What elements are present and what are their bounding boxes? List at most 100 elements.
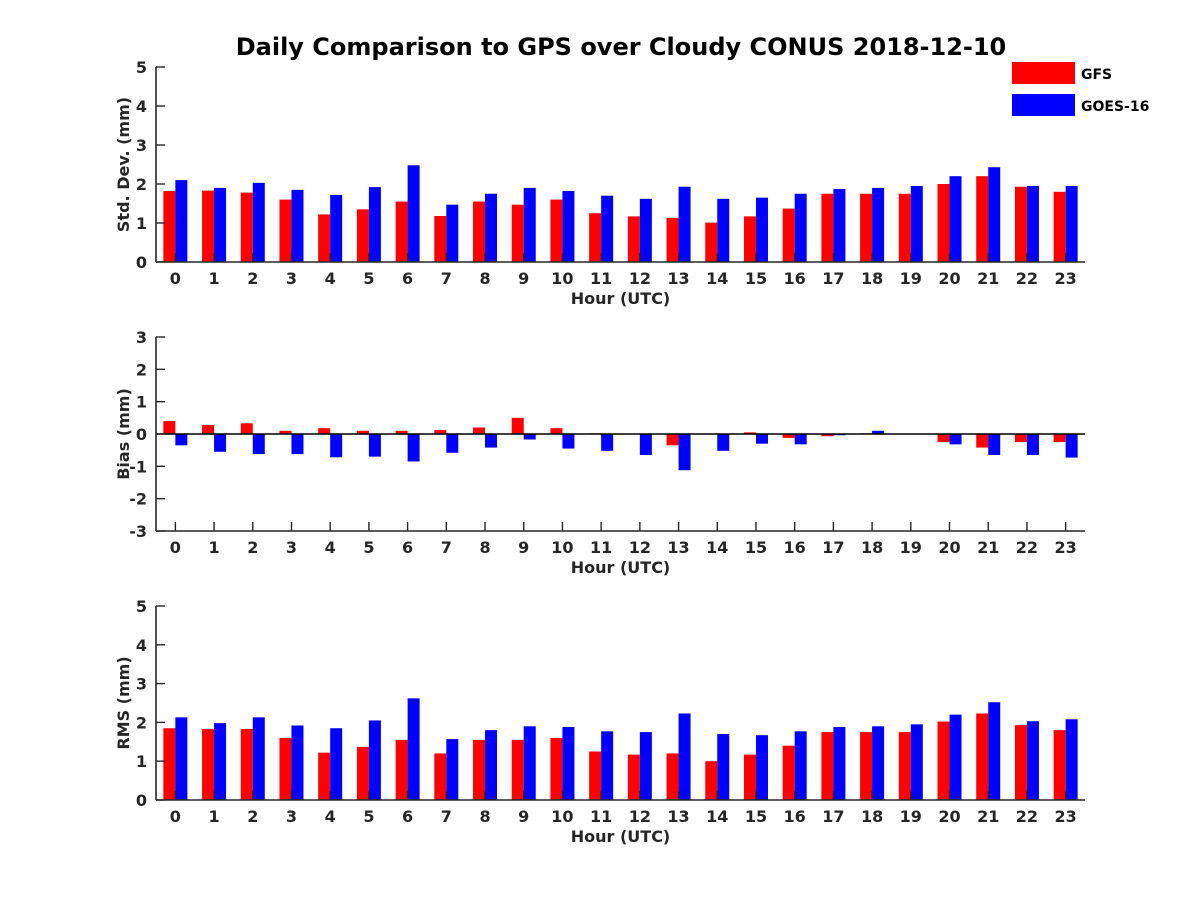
bar-goes-16-hour-22 — [1026, 185, 1039, 262]
x-tick-label: 15 — [745, 269, 767, 288]
bar-gfs-hour-8 — [473, 427, 486, 434]
bar-gfs-hour-5 — [356, 430, 369, 434]
bar-gfs-hour-14 — [705, 761, 718, 800]
x-tick-label: 7 — [441, 538, 452, 557]
x-tick-label: 12 — [629, 538, 651, 557]
bar-goes-16-hour-5 — [368, 187, 381, 262]
bar-gfs-hour-18 — [860, 732, 873, 800]
bar-goes-16-hour-15 — [755, 197, 768, 262]
x-tick-label: 23 — [1055, 269, 1077, 288]
x-tick-label: 11 — [590, 807, 612, 826]
y-tick-label: -3 — [129, 522, 147, 541]
series-gfs — [163, 176, 1066, 262]
bar-goes-16-hour-18 — [872, 430, 885, 434]
bar-goes-16-hour-23 — [1065, 185, 1078, 262]
bar-gfs-hour-15 — [743, 432, 756, 434]
bar-goes-16-hour-12 — [639, 732, 652, 800]
bar-gfs-hour-4 — [318, 752, 331, 800]
y-tick-label: 0 — [136, 791, 147, 810]
series-gfs — [163, 713, 1066, 800]
x-tick-label: 9 — [518, 538, 529, 557]
bar-goes-16-hour-10 — [562, 434, 575, 449]
bar-goes-16-hour-3 — [291, 725, 304, 800]
bar-gfs-hour-3 — [279, 430, 292, 434]
x-tick-label: 6 — [402, 807, 413, 826]
y-tick-label: 2 — [136, 360, 147, 379]
x-tick-label: 17 — [822, 269, 844, 288]
x-tick-label: 3 — [286, 538, 297, 557]
bar-gfs-hour-7 — [434, 215, 447, 262]
x-tick-label: 12 — [629, 269, 651, 288]
bar-gfs-hour-16 — [782, 434, 795, 438]
bar-goes-16-hour-8 — [485, 434, 498, 448]
y-tick-label: -2 — [129, 490, 147, 509]
bar-gfs-hour-22 — [1014, 434, 1027, 443]
bar-gfs-hour-17 — [821, 193, 834, 262]
bar-goes-16-hour-5 — [368, 720, 381, 800]
legend-swatch-goes-16 — [1012, 94, 1075, 116]
bar-gfs-hour-21 — [976, 176, 989, 262]
bar-gfs-hour-0 — [163, 191, 176, 262]
bar-goes-16-hour-2 — [252, 434, 265, 455]
bar-gfs-hour-20 — [937, 184, 950, 262]
x-axis-label: Hour (UTC) — [571, 558, 671, 577]
bar-gfs-hour-23 — [1053, 434, 1066, 443]
bar-gfs-hour-4 — [318, 428, 331, 434]
x-tick-label: 13 — [667, 807, 689, 826]
x-tick-label: 12 — [629, 807, 651, 826]
bar-gfs-hour-12 — [627, 754, 640, 800]
y-tick-label: 0 — [136, 425, 147, 444]
x-tick-label: 20 — [938, 538, 960, 557]
bar-goes-16-hour-2 — [252, 717, 265, 800]
bar-gfs-hour-10 — [550, 737, 563, 800]
bar-goes-16-hour-15 — [755, 735, 768, 800]
x-tick-label: 18 — [861, 269, 883, 288]
x-tick-label: 15 — [745, 538, 767, 557]
bar-gfs-hour-13 — [666, 753, 679, 800]
x-tick-label: 11 — [590, 269, 612, 288]
x-tick-label: 16 — [784, 538, 806, 557]
y-axis-label: Std. Dev. (mm) — [114, 97, 133, 232]
bar-gfs-hour-2 — [240, 728, 253, 800]
bar-goes-16-hour-9 — [523, 726, 536, 800]
bar-gfs-hour-2 — [240, 192, 253, 262]
x-tick-label: 22 — [1016, 538, 1038, 557]
bar-gfs-hour-11 — [589, 751, 602, 800]
bar-gfs-hour-19 — [898, 193, 911, 262]
x-tick-label: 17 — [822, 807, 844, 826]
series-gfs — [163, 417, 1066, 448]
bar-goes-16-hour-21 — [988, 434, 1001, 456]
bar-gfs-hour-15 — [743, 754, 756, 800]
bar-goes-16-hour-11 — [601, 195, 614, 262]
x-axis-label: Hour (UTC) — [571, 289, 671, 308]
x-tick-label: 20 — [938, 807, 960, 826]
x-tick-label: 13 — [667, 269, 689, 288]
x-tick-label: 6 — [402, 538, 413, 557]
bar-gfs-hour-17 — [821, 732, 834, 800]
bar-goes-16-hour-21 — [988, 702, 1001, 800]
bar-gfs-hour-6 — [395, 739, 408, 800]
bar-goes-16-hour-10 — [562, 191, 575, 262]
legend-label-goes-16: GOES-16 — [1081, 99, 1149, 115]
x-tick-label: 14 — [706, 269, 728, 288]
y-tick-label: 2 — [136, 713, 147, 732]
bar-gfs-hour-11 — [589, 213, 602, 262]
bar-goes-16-hour-19 — [910, 185, 923, 262]
y-tick-label: 3 — [136, 136, 147, 155]
bar-goes-16-hour-6 — [407, 434, 420, 462]
bar-gfs-hour-1 — [202, 424, 215, 434]
bar-goes-16-hour-0 — [175, 717, 188, 800]
bar-goes-16-hour-16 — [794, 193, 807, 262]
x-tick-label: 5 — [363, 807, 374, 826]
bar-goes-16-hour-8 — [485, 193, 498, 262]
x-tick-label: 2 — [247, 807, 258, 826]
bar-gfs-hour-19 — [898, 732, 911, 800]
bar-goes-16-hour-13 — [678, 434, 691, 471]
y-tick-label: 1 — [136, 393, 147, 412]
x-tick-label: 21 — [977, 269, 999, 288]
x-tick-label: 5 — [363, 538, 374, 557]
bar-goes-16-hour-17 — [833, 727, 846, 800]
x-tick-label: 10 — [551, 538, 573, 557]
bar-gfs-hour-23 — [1053, 191, 1066, 262]
